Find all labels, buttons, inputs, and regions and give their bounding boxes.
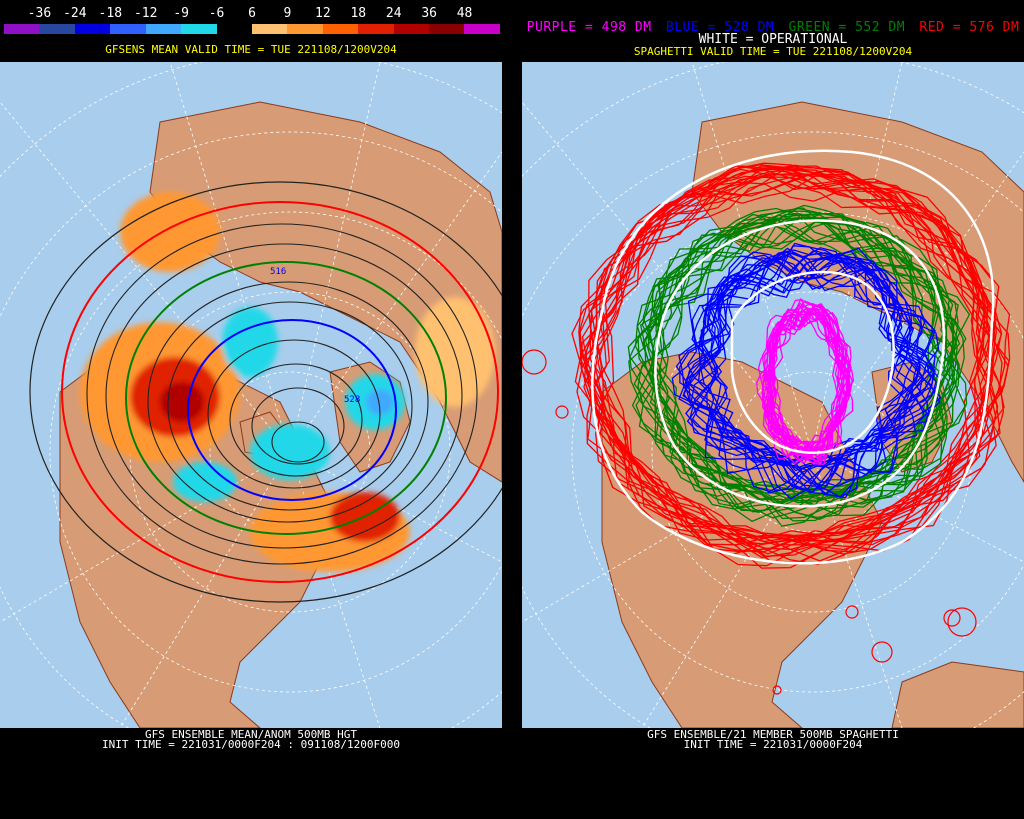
- anomaly-colorbar: [4, 24, 500, 34]
- legend-white-operational: WHITE = OPERATIONAL: [698, 32, 848, 47]
- spaghetti-member-line: [571, 167, 986, 556]
- spaghetti-panel: PURPLE = 498 DM BLUE = 528 DM GREEN = 55…: [522, 0, 1024, 819]
- spaghetti-member-line: [627, 218, 945, 523]
- spaghetti-map: [522, 62, 1024, 728]
- spaghetti-small-red-circles: [522, 349, 977, 695]
- legend-purple: PURPLE = 498 DM: [526, 20, 652, 35]
- spaghetti-member-line: [678, 251, 918, 493]
- positive-anomaly-europe: [415, 297, 495, 407]
- spaghetti-member-line: [654, 213, 965, 510]
- anomaly-shading: [80, 192, 495, 572]
- colorbar-swatch: [110, 24, 146, 34]
- colorbar-label: -36: [27, 6, 52, 21]
- colorbar-swatch: [393, 24, 430, 34]
- colorbar-label: 24: [385, 6, 402, 21]
- colorbar-swatch: [39, 24, 75, 34]
- spaghetti-member-line: [580, 176, 997, 567]
- colorbar-label: -24: [63, 6, 87, 21]
- left-caption-line1: GFS ENSEMBLE MEAN/ANOM 500MB HGT: [145, 728, 357, 741]
- spaghetti-member-line: [597, 169, 1003, 542]
- colorbar-swatch: [464, 24, 500, 34]
- ensemble-mean-map: 516 528: [0, 62, 502, 728]
- spaghetti-member-contours: [571, 162, 1011, 569]
- colorbar-swatch: [322, 24, 359, 34]
- spaghetti-member-line: [637, 207, 954, 513]
- spaghetti-member-line: [686, 250, 923, 476]
- spaghetti-member-line: [597, 170, 1011, 553]
- negative-anomaly-canada: [173, 462, 237, 502]
- operational-contours: [591, 149, 995, 565]
- spaghetti-member-line: [768, 302, 854, 462]
- colorbar-label: 6: [248, 6, 256, 21]
- right-valid-time-title: SPAGHETTI VALID TIME = TUE 221108/1200V2…: [633, 45, 913, 58]
- colorbar-swatch: [181, 24, 217, 34]
- spaghetti-member-line: [586, 174, 1009, 566]
- colorbar-swatch: [358, 24, 394, 34]
- spaghetti-member-line: [586, 175, 997, 550]
- spaghetti-member-line: [628, 213, 954, 519]
- spaghetti-member-line: [763, 304, 848, 458]
- colorbar-swatch: [287, 24, 323, 34]
- left-valid-time-title: GFSENS MEAN VALID TIME = TUE 221108/1200…: [105, 43, 397, 56]
- spaghetti-member-line: [771, 300, 852, 447]
- spaghetti-member-line: [679, 247, 926, 494]
- spaghetti-member-line: [705, 249, 940, 481]
- colorbar-swatch: [145, 24, 182, 34]
- spaghetti-member-line: [587, 170, 1010, 562]
- colorbar-swatch: [216, 24, 252, 34]
- right-caption-line2: INIT TIME = 221031/0000F204: [683, 738, 863, 751]
- colorbar-swatch: [251, 24, 288, 34]
- colorbar-swatch: [429, 24, 465, 34]
- colorbar-label: 48: [456, 6, 473, 21]
- negative-anomaly-alaska: [222, 307, 278, 377]
- colorbar-swatch: [74, 24, 111, 34]
- colorbar-label: -6: [208, 6, 225, 21]
- height-contours: [29, 181, 502, 603]
- colorbar-label: 18: [350, 6, 367, 21]
- colorbar-label: 12: [315, 6, 331, 21]
- spaghetti-member-line: [634, 217, 953, 510]
- spaghetti-map-svg: [522, 62, 1024, 728]
- spaghetti-legend: PURPLE = 498 DM BLUE = 528 DM GREEN = 55…: [522, 20, 1024, 36]
- spaghetti-member-line: [641, 216, 954, 499]
- right-bottom-caption: GFS ENSEMBLE/21 MEMBER 500MB SPAGHETTI I…: [522, 729, 1024, 819]
- legend-blue: BLUE = 528 DM: [665, 20, 775, 35]
- left-caption-line2: INIT TIME = 221031/0000F204 : 091108/120…: [101, 738, 400, 751]
- left-bottom-caption: GFS ENSEMBLE MEAN/ANOM 500MB HGT INIT TI…: [0, 729, 502, 819]
- positive-anomaly-siberia: [120, 192, 220, 272]
- right-caption-line1: GFS ENSEMBLE/21 MEMBER 500MB SPAGHETTI: [647, 728, 899, 741]
- colorbar-label: 36: [421, 6, 437, 21]
- spaghetti-member-line: [762, 298, 848, 456]
- colorbar-label: -18: [98, 6, 123, 21]
- spaghetti-member-line: [629, 207, 949, 513]
- ensemble-mean-panel: -36 -24 -18 -12 -9 -6 6 9 12 18 24 36 48 GFSENS MEAN…: [0, 0, 502, 819]
- legend-green: GREEN = 552 DM: [788, 20, 906, 35]
- negative-anomaly-hudson: [250, 424, 330, 480]
- ensemble-mean-map-svg: 516 528: [0, 62, 502, 728]
- spaghetti-member-line: [686, 256, 936, 498]
- spaghetti-member-line: [648, 214, 959, 505]
- colorbar-labels: -36 -24 -18 -12 -9 -6 6 9 12 18 24 36 48: [4, 6, 500, 22]
- colorbar-label: -9: [173, 6, 189, 21]
- colorbar-label: 9: [283, 6, 292, 21]
- spaghetti-member-line: [682, 247, 941, 487]
- contour-label-516: 516: [270, 267, 286, 277]
- contour-label-528: 528: [344, 395, 360, 405]
- colorbar-swatch: [4, 24, 40, 34]
- spaghetti-member-line: [581, 173, 995, 553]
- legend-red: RED = 576 DM: [919, 20, 1020, 35]
- colorbar-label: -12: [133, 6, 158, 21]
- spaghetti-member-line: [691, 257, 936, 499]
- spaghetti-member-line: [671, 251, 924, 489]
